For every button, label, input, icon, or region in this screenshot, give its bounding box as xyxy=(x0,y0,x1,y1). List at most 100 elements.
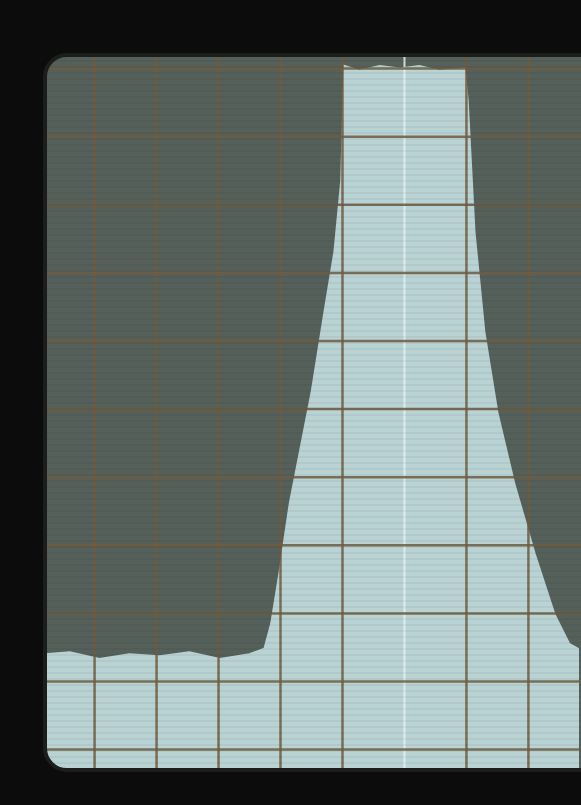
grid-line-y xyxy=(45,135,581,138)
grid-line-y xyxy=(45,340,581,343)
scan-line xyxy=(45,481,581,482)
scan-line xyxy=(45,349,581,350)
scan-line xyxy=(45,607,581,608)
scan-line xyxy=(45,589,581,590)
grid-line-x xyxy=(155,55,158,770)
grid-line-y xyxy=(45,408,581,411)
scan-line xyxy=(45,91,581,92)
grid-line-x xyxy=(93,55,96,770)
grid-line-x xyxy=(341,55,344,770)
scan-line xyxy=(45,463,581,464)
scan-line xyxy=(45,697,581,698)
grid-line-y xyxy=(45,476,581,479)
scan-line xyxy=(45,391,581,392)
scan-line xyxy=(45,667,581,668)
scan-line xyxy=(45,313,581,314)
scan-line xyxy=(45,211,581,212)
scan-line xyxy=(45,151,581,152)
scan-line xyxy=(45,751,581,752)
scan-line xyxy=(45,145,581,146)
scan-line xyxy=(45,601,581,602)
scan-line xyxy=(45,727,581,728)
scan-line xyxy=(45,505,581,506)
scan-line xyxy=(45,61,581,62)
scan-line xyxy=(45,133,581,134)
grid-line-y xyxy=(45,272,581,275)
grid-line-x xyxy=(527,55,530,770)
scan-line xyxy=(45,277,581,278)
scan-line xyxy=(45,97,581,98)
grid-line-x xyxy=(465,55,468,770)
scan-line xyxy=(45,379,581,380)
scan-line xyxy=(45,409,581,410)
scan-line xyxy=(45,115,581,116)
scan-line xyxy=(45,139,581,140)
scan-line xyxy=(45,643,581,644)
scan-line xyxy=(45,193,581,194)
screen-photo xyxy=(0,0,581,805)
grid-line-y xyxy=(45,680,581,683)
scan-line xyxy=(45,451,581,452)
scan-line xyxy=(45,457,581,458)
scan-line xyxy=(45,637,581,638)
scan-line xyxy=(45,511,581,512)
scan-line xyxy=(45,181,581,182)
scan-line xyxy=(45,721,581,722)
scan-line xyxy=(45,199,581,200)
scan-line xyxy=(45,229,581,230)
scan-line xyxy=(45,439,581,440)
plot-area xyxy=(45,55,581,770)
scan-line xyxy=(45,367,581,368)
scan-line xyxy=(45,235,581,236)
scan-line xyxy=(45,583,581,584)
scan-line xyxy=(45,259,581,260)
scan-line xyxy=(45,619,581,620)
scan-line xyxy=(45,241,581,242)
scan-line xyxy=(45,157,581,158)
scan-line xyxy=(45,325,581,326)
scan-line xyxy=(45,169,581,170)
scan-line xyxy=(45,655,581,656)
scan-line xyxy=(45,541,581,542)
scan-line xyxy=(45,307,581,308)
scan-line xyxy=(45,289,581,290)
scan-line xyxy=(45,301,581,302)
scan-line xyxy=(45,469,581,470)
scan-line xyxy=(45,487,581,488)
scan-line xyxy=(45,649,581,650)
scan-line xyxy=(45,685,581,686)
scan-line xyxy=(45,187,581,188)
plot-frame xyxy=(45,55,581,770)
scan-line xyxy=(45,631,581,632)
scan-line xyxy=(45,547,581,548)
scan-line xyxy=(45,493,581,494)
grid-line-y xyxy=(45,204,581,207)
scan-line xyxy=(45,679,581,680)
scan-line xyxy=(45,565,581,566)
grid-line-y xyxy=(45,67,581,70)
scan-line xyxy=(45,715,581,716)
scan-line xyxy=(45,295,581,296)
scan-line xyxy=(45,217,581,218)
scan-line xyxy=(45,247,581,248)
scan-line xyxy=(45,397,581,398)
scan-line xyxy=(45,739,581,740)
grid-line-y xyxy=(45,612,581,615)
scan-line xyxy=(45,691,581,692)
scan-line xyxy=(45,661,581,662)
scan-line xyxy=(45,613,581,614)
scan-line xyxy=(45,703,581,704)
grid-line-x xyxy=(403,55,405,770)
scan-line xyxy=(45,79,581,80)
grid-line-x xyxy=(279,55,282,770)
scan-line xyxy=(45,85,581,86)
scan-line xyxy=(45,571,581,572)
scan-line xyxy=(45,421,581,422)
scan-line xyxy=(45,283,581,284)
scan-line xyxy=(45,763,581,764)
scan-line xyxy=(45,175,581,176)
scan-line xyxy=(45,415,581,416)
scan-line xyxy=(45,361,581,362)
scan-line xyxy=(45,529,581,530)
scan-line xyxy=(45,385,581,386)
